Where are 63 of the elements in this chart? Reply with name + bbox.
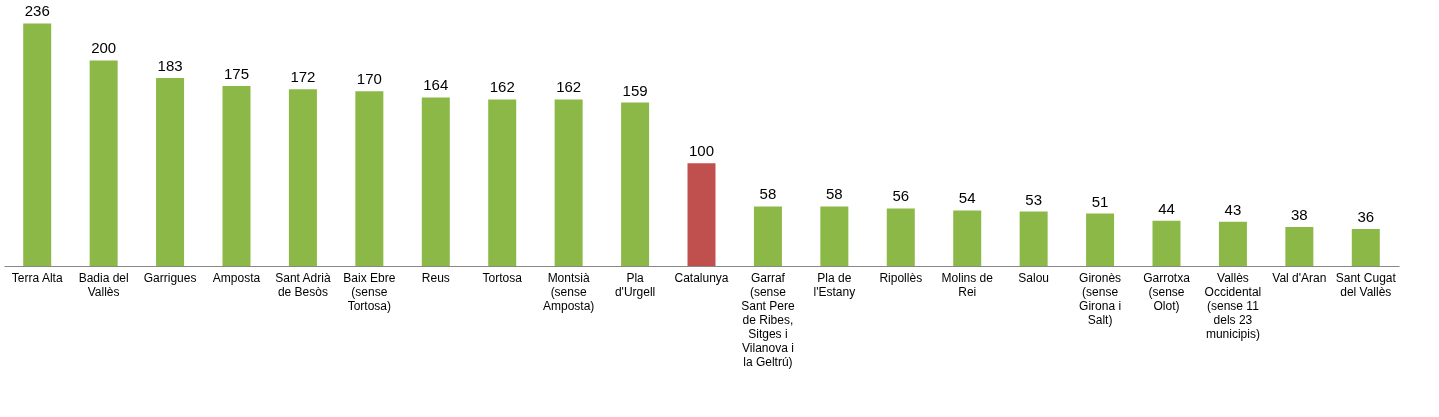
data-label: 56	[892, 187, 910, 205]
bar	[1218, 221, 1247, 266]
data-label: 175	[223, 65, 250, 83]
data-label: 162	[489, 78, 515, 96]
data-label: 236	[24, 2, 50, 20]
bar	[820, 206, 849, 266]
x-tick-label: Montsià (sense Amposta)	[542, 270, 595, 313]
x-tick-label: Sant Cugat del Vallès	[1335, 270, 1397, 299]
x-tick-label: Catalunya	[674, 270, 729, 285]
data-label: 159	[622, 81, 648, 99]
bar	[1019, 211, 1048, 266]
bar	[687, 163, 716, 266]
bar	[488, 99, 517, 266]
bar	[421, 97, 450, 266]
x-tick-label: Reus	[421, 270, 450, 285]
data-label: 38	[1291, 205, 1308, 223]
bar	[1285, 226, 1314, 266]
bar	[23, 23, 52, 266]
data-label: 43	[1224, 200, 1242, 218]
bar	[554, 99, 583, 266]
bar	[288, 89, 317, 266]
x-tick-label: Vallès Occidental (sense 11 dels 23 municipis)	[1204, 270, 1262, 341]
data-label: 200	[91, 39, 117, 57]
x-tick-label: Gironès (sense Girona i Salt)	[1079, 270, 1122, 327]
x-tick-label: Salou	[1018, 270, 1049, 285]
bar	[753, 206, 782, 266]
x-tick-label: Amposta	[212, 270, 261, 285]
x-tick-label: Tortosa	[482, 270, 523, 285]
x-tick-label: Pla d'Urgell	[614, 270, 656, 299]
x-tick-label: Garraf (sense Sant Pere de Ribes, Sitges i Vilanova i la Geltrú)	[741, 270, 795, 369]
x-tick-label: Sant Adrià de Besòs	[275, 270, 331, 299]
x-tick-label: Pla de l'Estany	[813, 270, 856, 299]
x-tick-label: Molins de Rei	[941, 270, 994, 299]
data-label: 164	[423, 76, 449, 94]
x-tick-label: Terra Alta	[11, 270, 63, 285]
x-tick-label: Garrotxa (sense Olot)	[1143, 270, 1191, 313]
bar	[621, 102, 650, 266]
data-label: 100	[688, 142, 715, 160]
data-label: 58	[759, 185, 777, 203]
bar	[886, 208, 915, 266]
data-label: 172	[290, 68, 316, 86]
data-label: 36	[1357, 207, 1375, 225]
bar	[89, 60, 118, 266]
x-tick-label: Ripollès	[879, 270, 923, 285]
bar	[156, 77, 185, 266]
data-label: 53	[1025, 190, 1042, 208]
data-label: 170	[356, 70, 382, 88]
data-label: 162	[556, 78, 582, 96]
x-tick-label: Badia del Vallès	[78, 270, 129, 299]
bar	[355, 91, 384, 266]
x-tick-label: Val d'Aran	[1272, 270, 1327, 285]
bar	[1152, 220, 1181, 266]
data-label: 54	[958, 189, 976, 207]
x-tick-label: Baix Ebre (sense Tortosa)	[343, 270, 396, 313]
bar	[222, 86, 251, 266]
data-label: 183	[157, 56, 183, 74]
data-label: 51	[1091, 192, 1109, 210]
data-label: 44	[1158, 199, 1175, 217]
bar	[953, 210, 982, 266]
x-tick-label: Garrigues	[143, 270, 197, 285]
bar	[1086, 213, 1115, 266]
data-label: 58	[826, 185, 843, 203]
bar	[1351, 228, 1380, 266]
